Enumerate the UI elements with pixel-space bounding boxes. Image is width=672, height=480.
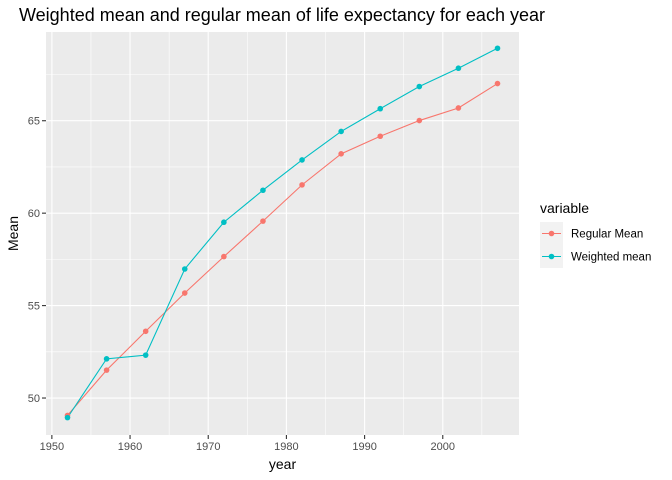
x-tick-label: 1970 bbox=[196, 441, 220, 453]
data-point-regular-mean bbox=[416, 117, 423, 124]
x-tick-label: 1960 bbox=[118, 441, 142, 453]
grid-major bbox=[46, 32, 519, 435]
data-point-regular-mean bbox=[377, 133, 384, 140]
series-line-regular-mean bbox=[67, 83, 498, 416]
legend: variable Regular Mean Weighted mean bbox=[540, 200, 651, 268]
data-point-weighted-mean bbox=[377, 105, 384, 112]
data-point-weighted-mean bbox=[64, 414, 71, 421]
x-tick-label: 1980 bbox=[274, 441, 298, 453]
data-point-weighted-mean bbox=[494, 45, 501, 52]
x-tick-label: 1990 bbox=[352, 441, 376, 453]
data-point-regular-mean bbox=[494, 80, 501, 87]
data-point-regular-mean bbox=[142, 328, 149, 335]
series-points bbox=[64, 45, 501, 421]
legend-label-weighted-mean: Weighted mean bbox=[571, 252, 651, 264]
chart-title: Weighted mean and regular mean of life e… bbox=[19, 5, 545, 25]
data-point-regular-mean bbox=[181, 290, 188, 296]
data-point-regular-mean bbox=[221, 253, 227, 260]
data-point-weighted-mean bbox=[338, 128, 344, 135]
data-point-weighted-mean bbox=[260, 187, 266, 194]
data-point-regular-mean bbox=[260, 218, 266, 224]
data-point-regular-mean bbox=[299, 182, 305, 188]
legend-key-point-regular-mean bbox=[548, 230, 555, 237]
data-point-regular-mean bbox=[103, 367, 110, 373]
data-point-weighted-mean bbox=[103, 356, 110, 362]
legend-label-regular-mean: Regular Mean bbox=[571, 229, 643, 241]
series-line-weighted-mean bbox=[67, 47, 498, 418]
data-point-weighted-mean bbox=[416, 83, 423, 90]
data-point-weighted-mean bbox=[221, 219, 227, 226]
data-point-regular-mean bbox=[338, 151, 344, 157]
x-axis-ticks: 1950 1960 1970 1980 1990 2000 bbox=[40, 435, 455, 453]
y-tick-label: 55 bbox=[28, 301, 40, 313]
y-axis-ticks: 50 55 60 65 bbox=[28, 116, 46, 405]
y-tick-label: 65 bbox=[28, 116, 40, 128]
series-lines bbox=[67, 47, 498, 418]
x-axis-title: year bbox=[269, 456, 297, 472]
y-axis-title: Mean bbox=[5, 216, 21, 251]
data-point-weighted-mean bbox=[181, 266, 188, 272]
legend-title: variable bbox=[540, 200, 589, 216]
x-tick-label: 1950 bbox=[40, 441, 64, 453]
legend-key-point-weighted-mean bbox=[548, 253, 555, 260]
y-tick-label: 50 bbox=[28, 393, 40, 405]
data-point-weighted-mean bbox=[455, 65, 462, 72]
data-point-regular-mean bbox=[455, 105, 462, 111]
legend-items: Regular Mean Weighted mean bbox=[540, 222, 651, 268]
x-tick-label: 2000 bbox=[431, 441, 455, 453]
data-point-weighted-mean bbox=[142, 352, 149, 358]
plot-panel bbox=[46, 32, 519, 435]
y-tick-label: 60 bbox=[28, 208, 40, 220]
data-point-weighted-mean bbox=[299, 157, 305, 163]
